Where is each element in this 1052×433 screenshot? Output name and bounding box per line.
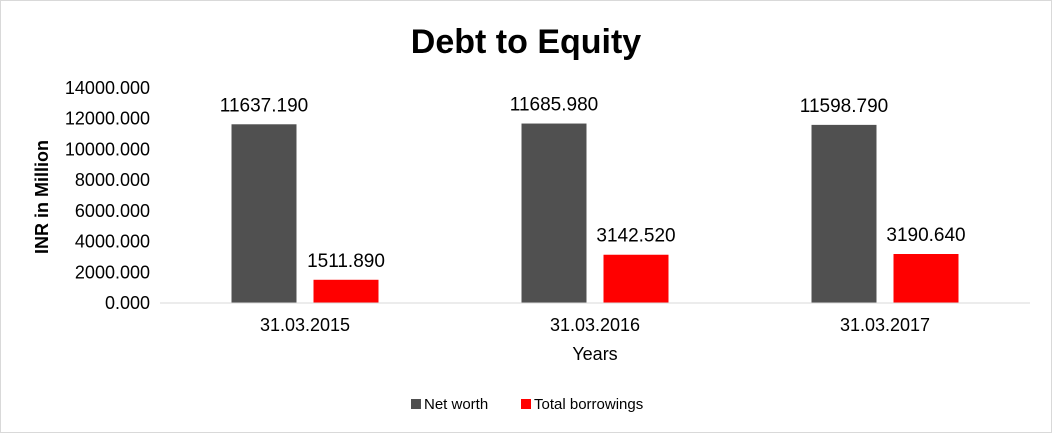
- legend-swatch-net-worth: [411, 399, 421, 409]
- y-tick-label: 8000.000: [75, 170, 150, 190]
- bars-group: 11637.190 1511.890 11685.980 3142.520 11598.…: [220, 95, 966, 303]
- legend-label: Net worth: [424, 396, 488, 413]
- x-tick-label: 31.03.2015: [260, 315, 350, 335]
- x-tick-label: 31.03.2016: [550, 315, 640, 335]
- bar-total-borrowings: [893, 254, 959, 303]
- data-label: 3190.640: [886, 225, 965, 246]
- x-axis: 31.03.2015 31.03.2016 31.03.2017: [160, 302, 1030, 335]
- data-label: 11637.190: [220, 95, 308, 116]
- y-tick-label: 2000.000: [75, 262, 150, 282]
- y-tick-label: 6000.000: [75, 201, 150, 221]
- bar-total-borrowings: [603, 254, 669, 303]
- data-label: 11598.790: [800, 96, 888, 117]
- legend-label: Total borrowings: [534, 396, 643, 413]
- y-tick-label: 12000.000: [65, 109, 150, 129]
- data-label: 1511.890: [307, 251, 385, 272]
- bar-net-worth: [231, 124, 297, 303]
- legend-swatch-total-borrowings: [521, 399, 531, 409]
- bar-net-worth: [811, 124, 877, 303]
- data-label: 11685.980: [510, 95, 598, 116]
- y-tick-label: 4000.000: [75, 232, 150, 252]
- y-tick-label: 14000.000: [65, 78, 150, 98]
- y-axis: 0.000 2000.000 4000.000 6000.000 8000.000 100…: [65, 78, 150, 313]
- data-label: 3142.520: [596, 226, 675, 247]
- legend: Net worth Total borrowings: [411, 396, 643, 413]
- y-axis-title: INR in Million: [32, 140, 52, 254]
- x-tick-label: 31.03.2017: [840, 315, 930, 335]
- chart-title: Debt to Equity: [411, 23, 642, 61]
- bar-total-borrowings: [313, 279, 379, 303]
- y-tick-label: 0.000: [105, 293, 150, 313]
- y-tick-label: 10000.000: [65, 139, 150, 159]
- bar-net-worth: [521, 123, 587, 303]
- x-axis-title: Years: [572, 344, 617, 364]
